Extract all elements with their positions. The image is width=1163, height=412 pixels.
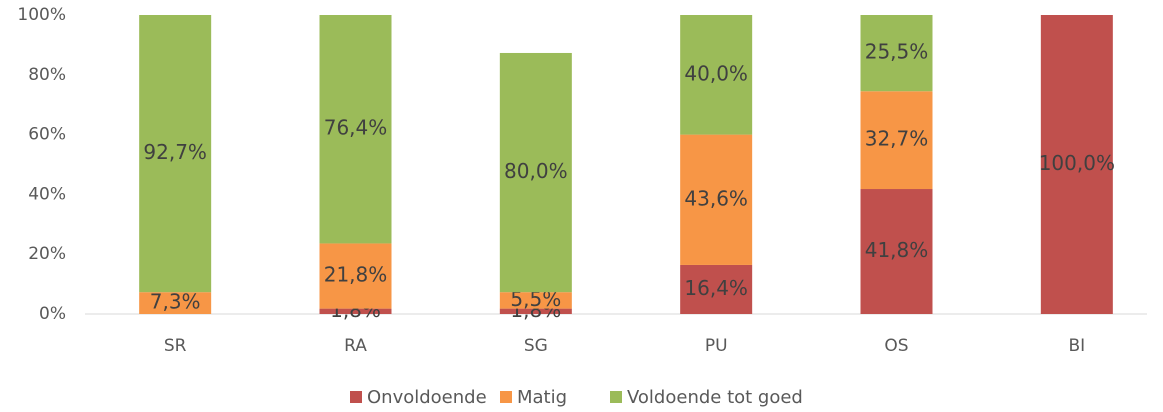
bar-segment	[319, 15, 392, 244]
x-tick-label: SG	[524, 336, 548, 356]
bar-segment	[319, 308, 392, 314]
legend-label: Voldoende tot goed	[627, 387, 803, 408]
data-label: 32,7%	[865, 127, 929, 151]
y-tick-label: 0%	[39, 304, 66, 324]
data-label: 92,7%	[143, 140, 207, 164]
y-tick-label: 20%	[28, 244, 66, 264]
bar-segment	[499, 52, 572, 293]
bar-segment	[1040, 15, 1113, 314]
bar-segment	[139, 15, 212, 293]
data-label: 80,0%	[504, 159, 568, 183]
x-tick-label: PU	[705, 336, 728, 356]
data-label: 41,8%	[865, 238, 929, 262]
bar-segment	[680, 264, 753, 314]
bar-segment	[680, 134, 753, 265]
data-label: 25,5%	[865, 40, 929, 64]
legend-swatch	[610, 391, 622, 403]
legend-label: Onvoldoende	[367, 387, 487, 408]
y-tick-label: 40%	[28, 184, 66, 204]
y-tick-label: 80%	[28, 65, 66, 85]
data-label: 40,0%	[684, 61, 748, 85]
y-tick-label: 100%	[17, 5, 66, 25]
data-label: 100,0%	[1039, 151, 1115, 175]
data-label: 21,8%	[324, 263, 388, 287]
bar-segment	[499, 308, 572, 314]
x-tick-label: OS	[884, 336, 908, 356]
data-label: 16,4%	[684, 276, 748, 300]
bar-segment	[319, 243, 392, 309]
bar-segment	[139, 292, 212, 314]
legend-swatch	[350, 391, 362, 403]
data-label: 43,6%	[684, 186, 748, 210]
legend-swatch	[500, 391, 512, 403]
y-tick-label: 60%	[28, 125, 66, 145]
bar-segment	[499, 292, 572, 309]
x-tick-label: BI	[1068, 336, 1085, 356]
bar-segment	[860, 189, 933, 314]
bar-segment	[860, 91, 933, 190]
bar-segment	[860, 15, 933, 92]
data-label: 7,3%	[150, 290, 201, 314]
bar-segment	[680, 15, 753, 135]
data-label: 76,4%	[324, 116, 388, 140]
legend-label: Matig	[517, 387, 567, 408]
x-tick-label: SR	[164, 336, 187, 356]
x-tick-label: RA	[344, 336, 367, 356]
